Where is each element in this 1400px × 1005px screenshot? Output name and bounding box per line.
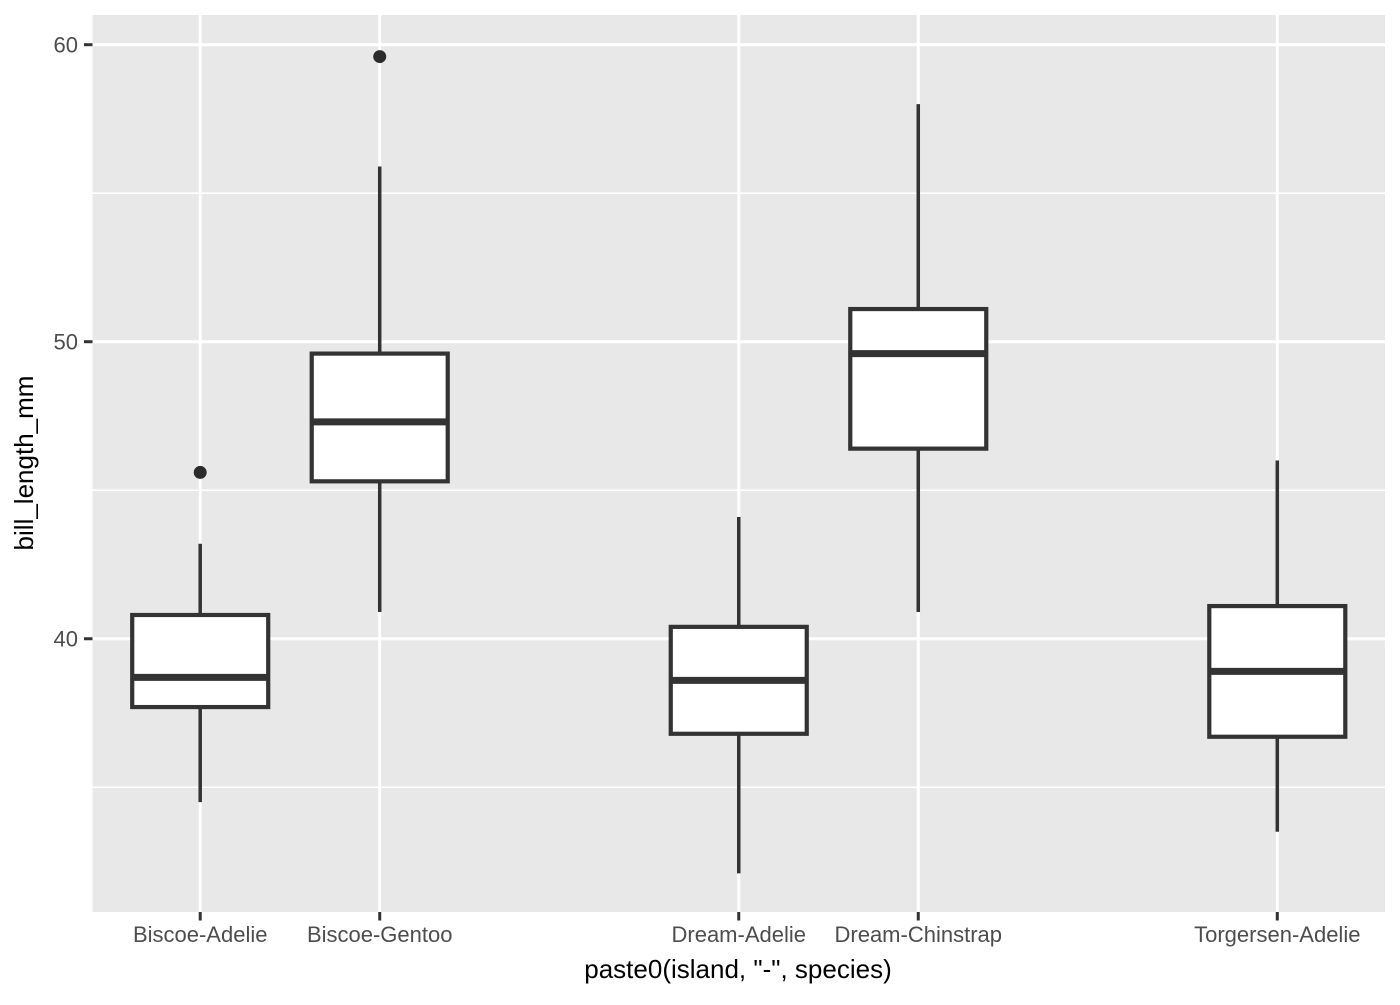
boxplot-Dream-Chinstrap [848, 104, 989, 613]
boxplot-Biscoe-Adelie [130, 465, 271, 803]
x-tick-label-Dream-Adelie: Dream-Adelie [672, 922, 807, 947]
iqr-box [309, 351, 450, 484]
iqr-box [130, 612, 271, 710]
x-tick-label-Dream-Chinstrap: Dream-Chinstrap [835, 922, 1003, 947]
x-axis-title: paste0(island, "-", species) [584, 954, 891, 984]
boxplot-Torgersen-Adelie [1207, 460, 1348, 832]
y-tick-label-40: 40 [54, 627, 78, 652]
outlier-point [193, 465, 207, 479]
boxplot-Biscoe-Gentoo [309, 50, 450, 613]
y-axis-title: bill_length_mm [9, 376, 39, 551]
y-tick-label-60: 60 [54, 33, 78, 58]
x-tick-label-Torgersen-Adelie: Torgersen-Adelie [1194, 922, 1360, 947]
y-tick-label-50: 50 [54, 330, 78, 355]
boxplot-Dream-Adelie [668, 516, 809, 874]
x-tick-label-Biscoe-Adelie: Biscoe-Adelie [133, 922, 268, 947]
axes: 40 50 60 Biscoe-Adelie Biscoe-Gentoo Dream-Ad… [54, 33, 1361, 947]
x-tick-label-Biscoe-Gentoo: Biscoe-Gentoo [307, 922, 453, 947]
boxplots [130, 50, 1348, 874]
iqr-box [848, 306, 989, 451]
outlier-point [373, 50, 387, 64]
